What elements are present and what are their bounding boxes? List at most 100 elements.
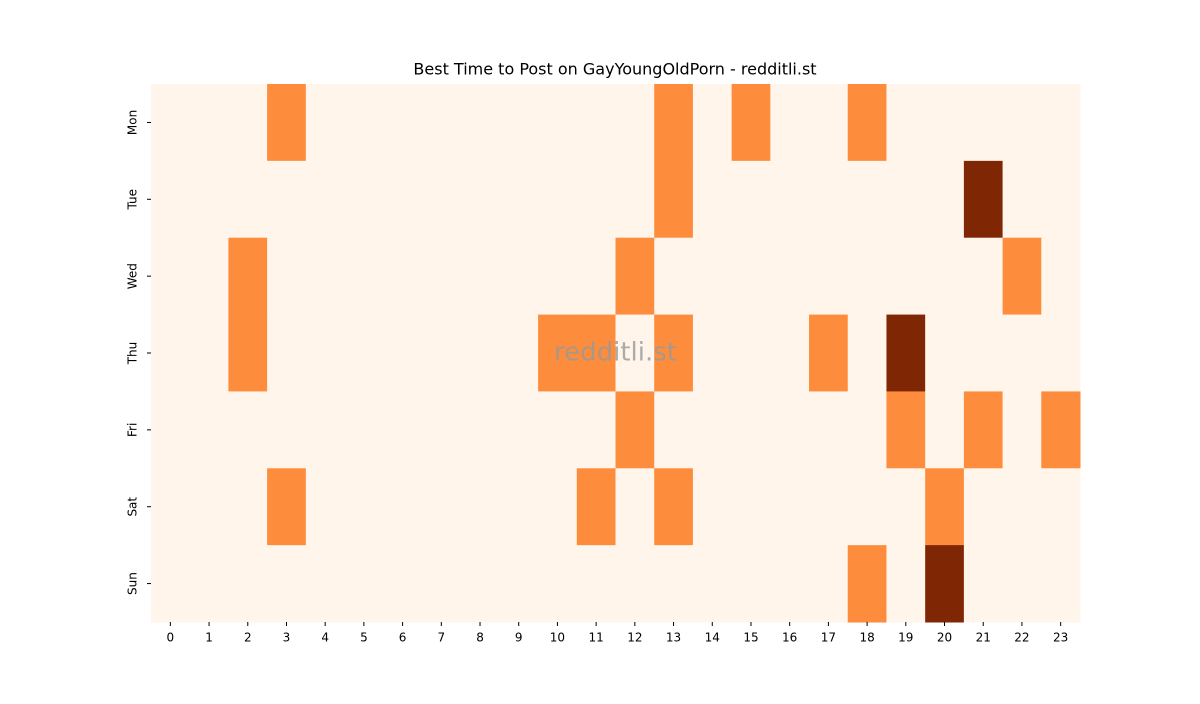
heat-cell <box>1002 160 1042 239</box>
heat-cell <box>925 314 965 392</box>
heat-cell <box>576 84 616 162</box>
x-tick-label: 15 <box>743 631 758 645</box>
heat-cell <box>963 237 1004 316</box>
heat-cell <box>615 314 655 392</box>
heat-cell <box>847 237 887 316</box>
y-tick-label: Sun <box>126 572 140 595</box>
heat-cell <box>305 391 346 469</box>
heat-cell <box>538 160 578 239</box>
heat-cell <box>654 391 694 469</box>
heat-cell <box>615 160 655 239</box>
heat-cell <box>383 391 423 469</box>
heat-cell <box>692 160 733 239</box>
heat-cell <box>809 160 849 239</box>
heat-cell <box>151 84 191 162</box>
heat-cell <box>847 545 887 623</box>
x-tick-label: 17 <box>821 631 836 645</box>
heat-cell <box>267 84 307 162</box>
x-tick-label: 4 <box>321 631 329 645</box>
x-tick-label: 10 <box>550 631 565 645</box>
heat-cell <box>1002 468 1042 546</box>
x-tick-label: 0 <box>167 631 175 645</box>
heat-cell <box>847 160 887 239</box>
heat-cell <box>886 160 926 239</box>
watermark: redditli.st <box>554 338 677 368</box>
heat-cell <box>654 545 694 623</box>
heat-cell <box>421 237 462 316</box>
heat-cell <box>421 314 462 392</box>
x-tick-label: 12 <box>627 631 642 645</box>
heat-cell <box>267 468 307 546</box>
heat-cell <box>731 84 771 162</box>
heat-cell <box>925 84 965 162</box>
heat-cell <box>421 160 462 239</box>
heat-cell <box>1041 160 1081 239</box>
x-tick-label: 3 <box>283 631 291 645</box>
heat-cell <box>189 545 229 623</box>
heat-cell <box>1041 391 1081 469</box>
heat-cell <box>809 314 849 392</box>
heat-cell <box>770 468 810 546</box>
heat-cell <box>731 237 771 316</box>
x-tick-label: 11 <box>589 631 604 645</box>
heat-cell <box>538 545 578 623</box>
heat-cell <box>654 84 694 162</box>
x-tick-label: 20 <box>937 631 952 645</box>
heat-cell <box>383 160 423 239</box>
heat-cell <box>383 237 423 316</box>
heat-cell <box>576 160 616 239</box>
heat-cell <box>925 237 965 316</box>
heat-cell <box>576 391 616 469</box>
heat-cell <box>228 237 268 316</box>
heat-cell <box>692 545 733 623</box>
heat-cell <box>847 468 887 546</box>
heat-cell <box>344 391 384 469</box>
x-tick-label: 18 <box>859 631 874 645</box>
heat-cell <box>499 545 539 623</box>
x-tick-label: 8 <box>476 631 484 645</box>
heat-cell <box>499 84 539 162</box>
y-tick-label: Thu <box>126 342 140 366</box>
heat-cell <box>731 160 771 239</box>
heat-cell <box>847 84 887 162</box>
heat-cell <box>344 545 384 623</box>
y-tick-label: Tue <box>126 189 140 211</box>
heat-cell <box>151 160 191 239</box>
heat-cell <box>615 545 655 623</box>
heat-cell <box>189 160 229 239</box>
heat-cell <box>538 391 578 469</box>
heat-cell <box>383 545 423 623</box>
heat-cell <box>692 314 733 392</box>
x-tick-label: 5 <box>360 631 368 645</box>
heat-cell <box>615 468 655 546</box>
heat-cell <box>847 391 887 469</box>
x-tick-label: 9 <box>515 631 523 645</box>
heat-cell <box>228 160 268 239</box>
heat-cell <box>383 84 423 162</box>
heat-cell <box>809 545 849 623</box>
heat-cell <box>228 84 268 162</box>
heat-cell <box>460 468 500 546</box>
heat-cell <box>460 84 500 162</box>
heat-cell <box>538 468 578 546</box>
heat-cell <box>383 314 423 392</box>
heat-cell <box>189 391 229 469</box>
heat-cell <box>809 468 849 546</box>
heat-cell <box>654 468 694 546</box>
heat-cell <box>886 391 926 469</box>
heat-cell <box>615 391 655 469</box>
heat-cell <box>1041 314 1081 392</box>
heat-cell <box>460 314 500 392</box>
heat-cell <box>305 545 346 623</box>
heat-cell <box>731 314 771 392</box>
heat-cell <box>963 314 1004 392</box>
heat-cell <box>770 314 810 392</box>
heat-cell <box>1002 84 1042 162</box>
heat-cell <box>963 391 1004 469</box>
heat-cell <box>886 468 926 546</box>
heat-cell <box>151 391 191 469</box>
x-tick-label: 19 <box>898 631 913 645</box>
heat-cell <box>499 391 539 469</box>
heat-cell <box>228 314 268 392</box>
